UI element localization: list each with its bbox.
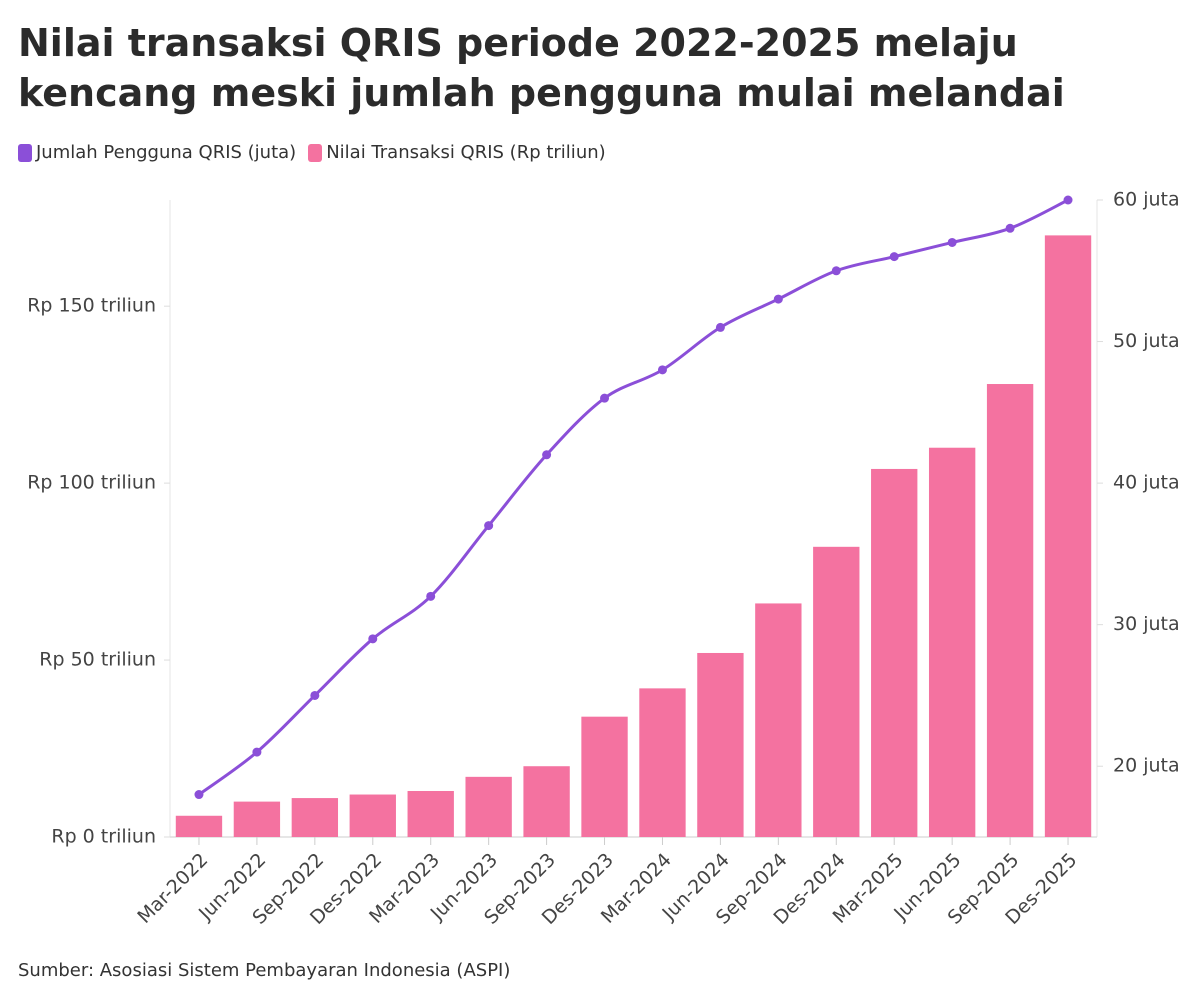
- line-point: [889, 252, 899, 262]
- line-point: [715, 322, 725, 332]
- y2-tick-label: 30 juta: [1113, 613, 1180, 635]
- line-point: [542, 450, 552, 460]
- bar: [755, 603, 802, 837]
- line-point: [773, 294, 783, 304]
- line-point: [252, 747, 262, 757]
- y-tick-label: Rp 100 triliun: [27, 472, 156, 494]
- line-point: [947, 237, 957, 247]
- y2-tick-label: 60 juta: [1113, 189, 1180, 211]
- line-point: [310, 690, 320, 700]
- bar: [465, 776, 512, 837]
- bar: [1044, 235, 1092, 837]
- y2-tick-label: 50 juta: [1113, 330, 1180, 352]
- line-point: [368, 634, 378, 644]
- line-point: [1063, 195, 1073, 205]
- y-tick-label: Rp 50 triliun: [39, 649, 156, 671]
- legend-swatch: [308, 143, 323, 162]
- bar: [523, 766, 570, 837]
- y2-tick-label: 20 juta: [1113, 755, 1180, 777]
- line-point: [1005, 223, 1015, 233]
- bar: [639, 688, 686, 837]
- line-point: [831, 266, 841, 276]
- bar: [986, 384, 1034, 837]
- y-tick-label: Rp 0 triliun: [51, 826, 156, 848]
- bar: [233, 801, 281, 837]
- y2-tick-label: 40 juta: [1113, 472, 1180, 494]
- bar: [291, 798, 339, 837]
- legend-swatch: [18, 143, 32, 162]
- line-point: [657, 365, 667, 375]
- legend-item: Jumlah Pengguna QRIS (juta): [18, 142, 296, 163]
- bar: [928, 447, 976, 837]
- bar: [581, 716, 628, 837]
- bar: [349, 794, 396, 837]
- chart-title: Nilai transaksi QRIS periode 2022-2025 m…: [18, 21, 1065, 115]
- line-point: [600, 393, 610, 403]
- bar: [813, 546, 860, 837]
- bar: [175, 815, 223, 837]
- bar: [407, 790, 454, 837]
- line-point: [194, 790, 204, 800]
- legend: Jumlah Pengguna QRIS (juta) Nilai Transak…: [18, 142, 606, 163]
- line-point: [484, 521, 494, 531]
- line-point: [426, 591, 436, 601]
- bar: [871, 468, 918, 837]
- legend-item: Nilai Transaksi QRIS (Rp triliun): [308, 142, 606, 163]
- y-tick-label: Rp 150 triliun: [27, 295, 156, 317]
- legend-label: Jumlah Pengguna QRIS (juta): [36, 142, 297, 163]
- legend-label: Nilai Transaksi QRIS (Rp triliun): [326, 142, 606, 163]
- source-note: Sumber: Asosiasi Sistem Pembayaran Indon…: [18, 960, 511, 981]
- bar: [697, 652, 744, 837]
